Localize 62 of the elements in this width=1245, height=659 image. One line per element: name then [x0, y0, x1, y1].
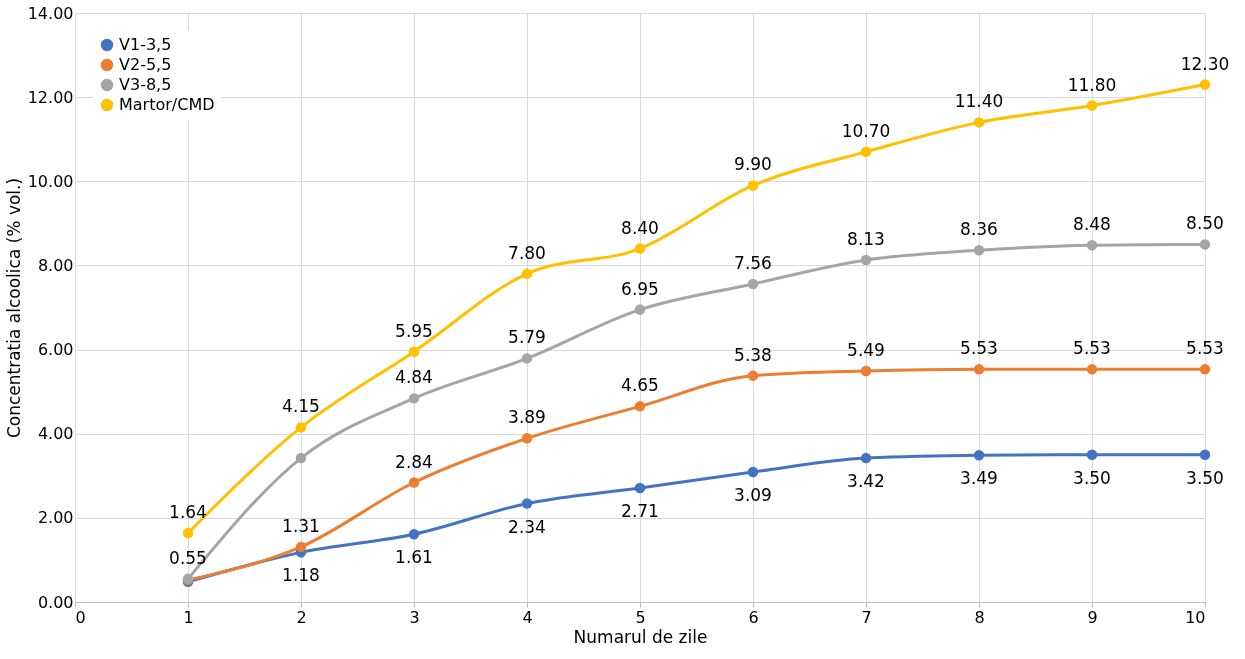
data-label: 1.64: [169, 502, 207, 522]
x-tick-label: 3: [409, 607, 420, 627]
y-tick-label: 10.00: [27, 171, 74, 191]
data-label: 5.95: [395, 320, 433, 341]
data-label: 5.53: [1186, 338, 1224, 359]
data-label: 10.70: [841, 120, 891, 141]
data-label: 3.89: [508, 407, 546, 428]
data-label: 8.13: [847, 228, 885, 249]
y-tick-label: 2.00: [37, 508, 74, 528]
data-label: 1.61: [395, 547, 433, 568]
y-tick-label: 4.00: [37, 424, 74, 444]
data-label: 11.80: [1067, 74, 1117, 95]
data-label: 9.90: [734, 154, 772, 175]
y-axis-title: Concentratia alcoolica (% vol.): [3, 177, 24, 439]
y-tick-label: 8.00: [37, 255, 74, 275]
data-label: 3.09: [734, 485, 772, 505]
x-axis-title: Numarul de zile: [573, 626, 708, 647]
x-tick-label: 7: [861, 607, 872, 627]
data-label: 5.53: [960, 338, 998, 359]
data-label: 1.31: [282, 515, 320, 536]
x-tick-label: 6: [748, 607, 759, 627]
data-label: 3.49: [960, 468, 998, 489]
y-tick-label: 12.00: [27, 87, 74, 107]
data-label: 8.50: [1186, 213, 1224, 234]
x-tick-label: 1: [183, 607, 194, 627]
legend-label: V1-3,5: [119, 35, 172, 54]
x-tick-label: 9: [1087, 607, 1098, 627]
x-tick-label: 8: [974, 607, 985, 627]
data-label: 5.53: [1073, 338, 1111, 359]
data-label: 2.34: [508, 516, 546, 537]
y-tick-label: 14.00: [27, 3, 74, 23]
data-label: 1.18: [282, 565, 320, 586]
legend-label: V3-8,5: [119, 75, 172, 94]
data-label: 3.42: [847, 471, 885, 492]
data-label: 8.40: [621, 217, 659, 238]
data-label: 8.36: [960, 219, 998, 240]
data-label: 12.30: [1180, 53, 1230, 74]
x-tick-label: 4: [522, 607, 533, 627]
y-tick-label: 0.00: [37, 592, 74, 612]
x-tick-label: 0: [75, 607, 86, 627]
x-tick-label: 5: [635, 607, 646, 627]
data-label: 8.48: [1073, 214, 1111, 235]
data-label: 0.55: [169, 547, 207, 568]
y-tick-label: 6.00: [37, 340, 74, 360]
data-label: 5.38: [734, 344, 772, 365]
data-label: 4.65: [621, 375, 659, 396]
data-label: 6.95: [621, 278, 659, 299]
x-tick-label: 10: [1185, 607, 1206, 627]
data-label: 2.84: [395, 451, 433, 472]
data-label: 5.49: [847, 340, 885, 361]
data-label: 4.84: [395, 367, 433, 388]
data-label: 3.50: [1186, 467, 1224, 488]
legend-label: V2-5,5: [119, 55, 172, 74]
legend-label: Martor/CMD: [119, 95, 215, 114]
data-label: 7.56: [734, 252, 772, 273]
data-label: 4.15: [282, 396, 320, 417]
data-label: 11.40: [954, 91, 1004, 112]
data-label: 3.50: [1073, 467, 1111, 488]
x-tick-label: 2: [296, 607, 307, 627]
data-label: 2.71: [621, 500, 659, 521]
data-label: 7.80: [508, 242, 546, 263]
data-label: 5.79: [508, 327, 546, 348]
